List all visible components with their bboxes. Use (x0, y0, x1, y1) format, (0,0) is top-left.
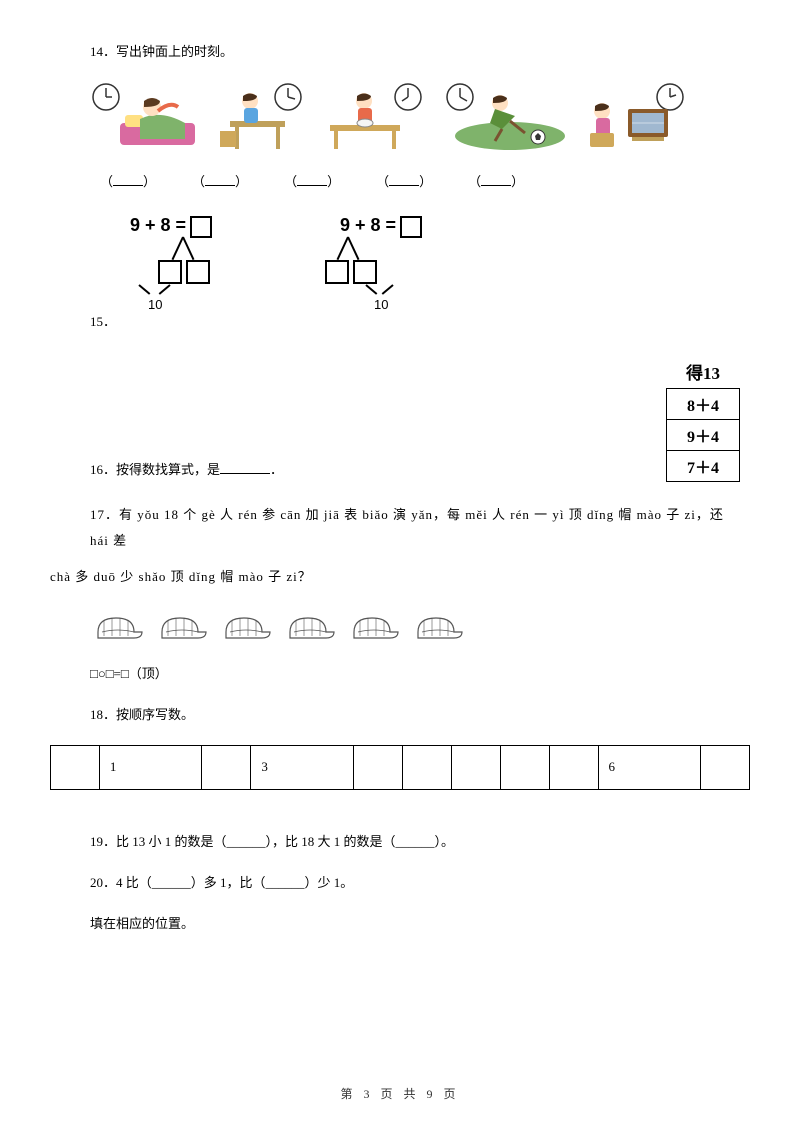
q18-cell-0 (51, 745, 100, 789)
q18-cell-9: 6 (598, 745, 701, 789)
decomp1-expr: 9 + 8 = (130, 215, 186, 235)
q18-cell-3: 3 (251, 745, 354, 789)
q17-equation: □○□=□（顶） (90, 662, 740, 685)
decomp2-expr: 9 + 8 = (340, 215, 396, 235)
q19-text: 19．比 13 小 1 的数是（______），比 18 大 1 的数是（___… (90, 830, 740, 853)
q-last-text: 填在相应的位置。 (90, 912, 740, 935)
q16-cell-1: 8＋4 (666, 388, 739, 419)
tv-illustration (580, 81, 690, 151)
hat-icon (346, 608, 400, 644)
q15-label: 15． (90, 310, 740, 333)
q14-blank-2: （） (192, 171, 248, 190)
decomp2-box-b (353, 260, 377, 284)
q14-scenes (90, 81, 740, 151)
decomp2-ten-label: 10 (374, 297, 388, 312)
q16-table: 8＋4 9＋4 7＋4 (666, 388, 740, 482)
q17-hats (90, 608, 740, 644)
q16-title: 得13 (666, 359, 740, 384)
hat-icon (282, 608, 336, 644)
q18-cell-6 (451, 745, 500, 789)
q16-row: 16．按得数找算式，是 ． 得13 8＋4 9＋4 7＋4 (90, 359, 740, 482)
scene-tv (580, 81, 690, 151)
q20-text: 20．4 比（______）多 1，比（______）少 1。 (90, 871, 740, 894)
desk-illustration (210, 81, 310, 151)
q14-answer-row: （） （） （） （） （） (100, 171, 740, 190)
q18-cell-4 (353, 745, 402, 789)
hat-icon (154, 608, 208, 644)
decomp2-box-a (325, 260, 349, 284)
q16-blank (220, 460, 270, 474)
q15-diagrams: 9 + 8 = 10 9 + 8 = 10 (120, 215, 740, 305)
eating-illustration (320, 81, 430, 151)
q14-prompt: 14．写出钟面上的时刻。 (90, 40, 740, 63)
q17-text1: 17．有 yǒu 18 个 gè 人 rén 参 cān 加 jiā 表 biǎ… (90, 507, 724, 548)
hat-icon (218, 608, 272, 644)
q18-cell-5 (402, 745, 451, 789)
wakeup-illustration (90, 81, 200, 151)
scene-desk (210, 81, 310, 151)
q16-prefix: 16．按得数找算式，是 (90, 462, 220, 477)
q14-blank-1: （） (100, 171, 156, 190)
q18-cell-2 (202, 745, 251, 789)
q14-blank-3: （） (284, 171, 340, 190)
q17-line1: 17．有 yǒu 18 个 gè 人 rén 参 cān 加 jiā 表 biǎ… (50, 502, 740, 554)
hat-icon (410, 608, 464, 644)
q18-table: 1 3 6 (50, 745, 750, 790)
q16-suffix: ． (270, 462, 283, 477)
q16-text: 16．按得数找算式，是 ． (90, 459, 666, 482)
q18-cell-7 (500, 745, 549, 789)
q16-table-wrap: 得13 8＋4 9＋4 7＋4 (666, 359, 740, 482)
q18-cell-10 (701, 745, 750, 789)
decomp-1: 9 + 8 = 10 (120, 215, 280, 305)
decomp1-box-b (186, 260, 210, 284)
decomp1-ten-label: 10 (148, 297, 162, 312)
q14-blank-5: （） (468, 171, 524, 190)
q18-cell-8 (549, 745, 598, 789)
decomp1-result-box (190, 216, 212, 238)
q18-cell-1: 1 (99, 745, 202, 789)
q17-line2: chà 多 duō 少 shǎo 顶 dǐng 帽 mào 子 zi？ (50, 564, 740, 590)
scene-football (440, 81, 570, 151)
page-content: 14．写出钟面上的时刻。 (50, 40, 750, 727)
football-illustration (440, 81, 570, 151)
decomp1-box-a (158, 260, 182, 284)
q16-cell-3: 7＋4 (666, 450, 739, 481)
hat-icon (90, 608, 144, 644)
q16-cell-2: 9＋4 (666, 419, 739, 450)
scene-wakeup (90, 81, 200, 151)
decomp2-result-box (400, 216, 422, 238)
decomp-2: 9 + 8 = 10 (330, 215, 490, 305)
page-footer: 第 3 页 共 9 页 (0, 1085, 800, 1102)
q14-blank-4: （） (376, 171, 432, 190)
scene-eating (320, 81, 430, 151)
page-content-lower: 19．比 13 小 1 的数是（______），比 18 大 1 的数是（___… (50, 830, 750, 936)
q18-prompt: 18．按顺序写数。 (90, 703, 740, 726)
